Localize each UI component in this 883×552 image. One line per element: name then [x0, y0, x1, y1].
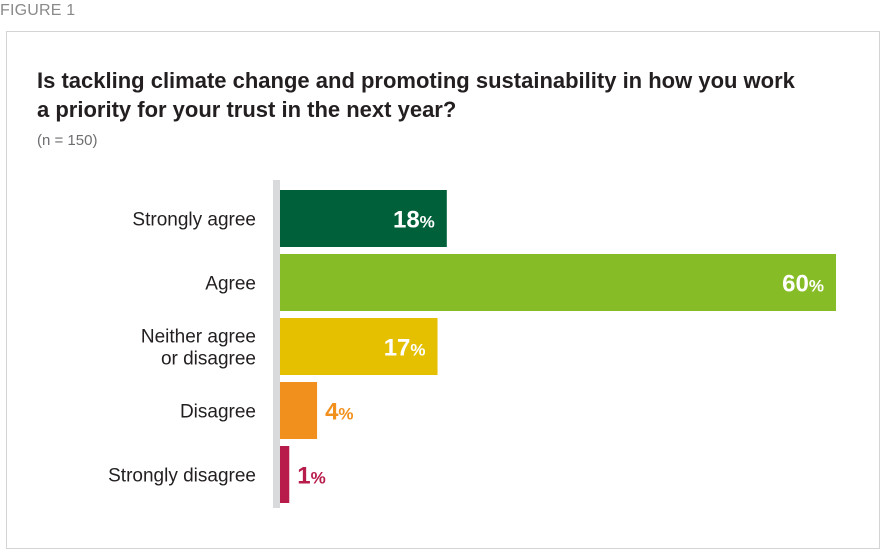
chart-subtitle: (n = 150) — [37, 132, 98, 149]
category-label-4: Disagree — [180, 402, 256, 423]
category-label-1: Strongly agree — [132, 210, 256, 231]
bar-3 — [280, 318, 438, 375]
category-label-3: Neither agree or disagree — [141, 327, 256, 370]
y-axis-line — [273, 180, 280, 508]
value-label-1: 18% — [393, 207, 435, 234]
bar-2 — [280, 254, 836, 311]
category-label-2: Agree — [205, 274, 256, 295]
bar-1 — [280, 190, 447, 247]
value-label-3: 17% — [384, 335, 426, 362]
bar-4 — [280, 382, 318, 439]
bar-5 — [280, 446, 290, 503]
chart-title: Is tackling climate change and promoting… — [37, 68, 795, 122]
category-label-5: Strongly disagree — [108, 466, 256, 487]
value-label-5: 1% — [297, 463, 325, 490]
value-label-4: 4% — [325, 399, 353, 426]
figure-label: FIGURE 1 — [0, 2, 76, 19]
value-label-2: 60% — [782, 271, 824, 298]
